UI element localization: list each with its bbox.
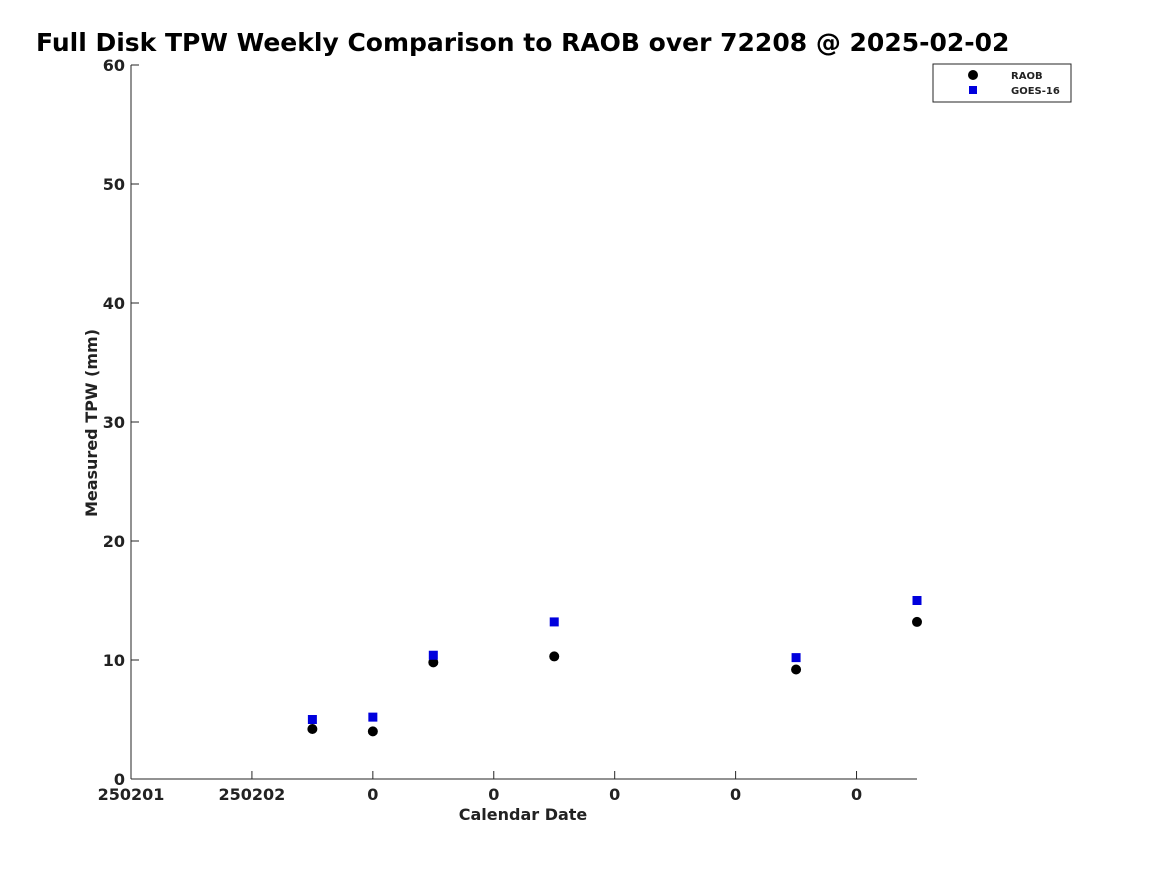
- point-goes-16: [549, 617, 559, 627]
- legend-marker: [968, 70, 978, 80]
- y-tick-label: 40: [103, 294, 125, 313]
- y-tick-label: 30: [103, 413, 125, 432]
- x-tick-label: 250201: [98, 785, 165, 804]
- legend-label: RAOB: [1011, 71, 1043, 82]
- y-tick-label: 0: [114, 770, 125, 789]
- legend: RAOB GOES-16: [932, 63, 1072, 103]
- point-goes-16: [912, 596, 922, 605]
- point-raob: [791, 664, 802, 675]
- point-goes-16: [428, 650, 438, 660]
- y-tick-label: 20: [103, 532, 125, 551]
- y-axis-label: Measured TPW (mm): [82, 329, 101, 517]
- x-axis-label: Calendar Date: [459, 805, 588, 824]
- x-tick-label: 0: [730, 785, 741, 804]
- x-tick-label: 250202: [219, 785, 286, 804]
- point-goes-16: [307, 715, 317, 724]
- legend-label: GOES-16: [1011, 86, 1060, 97]
- point-goes-16: [368, 712, 378, 722]
- x-tick-label: 0: [367, 785, 378, 804]
- x-tick-label: 0: [851, 785, 862, 804]
- point-goes-16: [791, 653, 801, 663]
- legend-marker: [969, 86, 977, 94]
- point-raob: [367, 726, 378, 737]
- y-tick-label: 50: [103, 175, 125, 194]
- y-tick-label: 60: [103, 56, 125, 75]
- point-raob: [549, 651, 560, 662]
- legend-box: [932, 63, 1072, 103]
- point-raob: [428, 657, 439, 668]
- x-tick-label: 0: [488, 785, 499, 804]
- x-tick-label: 0: [609, 785, 620, 804]
- chart-title: Full Disk TPW Weekly Comparison to RAOB …: [36, 28, 1010, 57]
- point-raob: [912, 616, 922, 627]
- point-raob: [307, 724, 318, 735]
- data-points: [307, 596, 922, 737]
- y-tick-label: 10: [103, 651, 125, 670]
